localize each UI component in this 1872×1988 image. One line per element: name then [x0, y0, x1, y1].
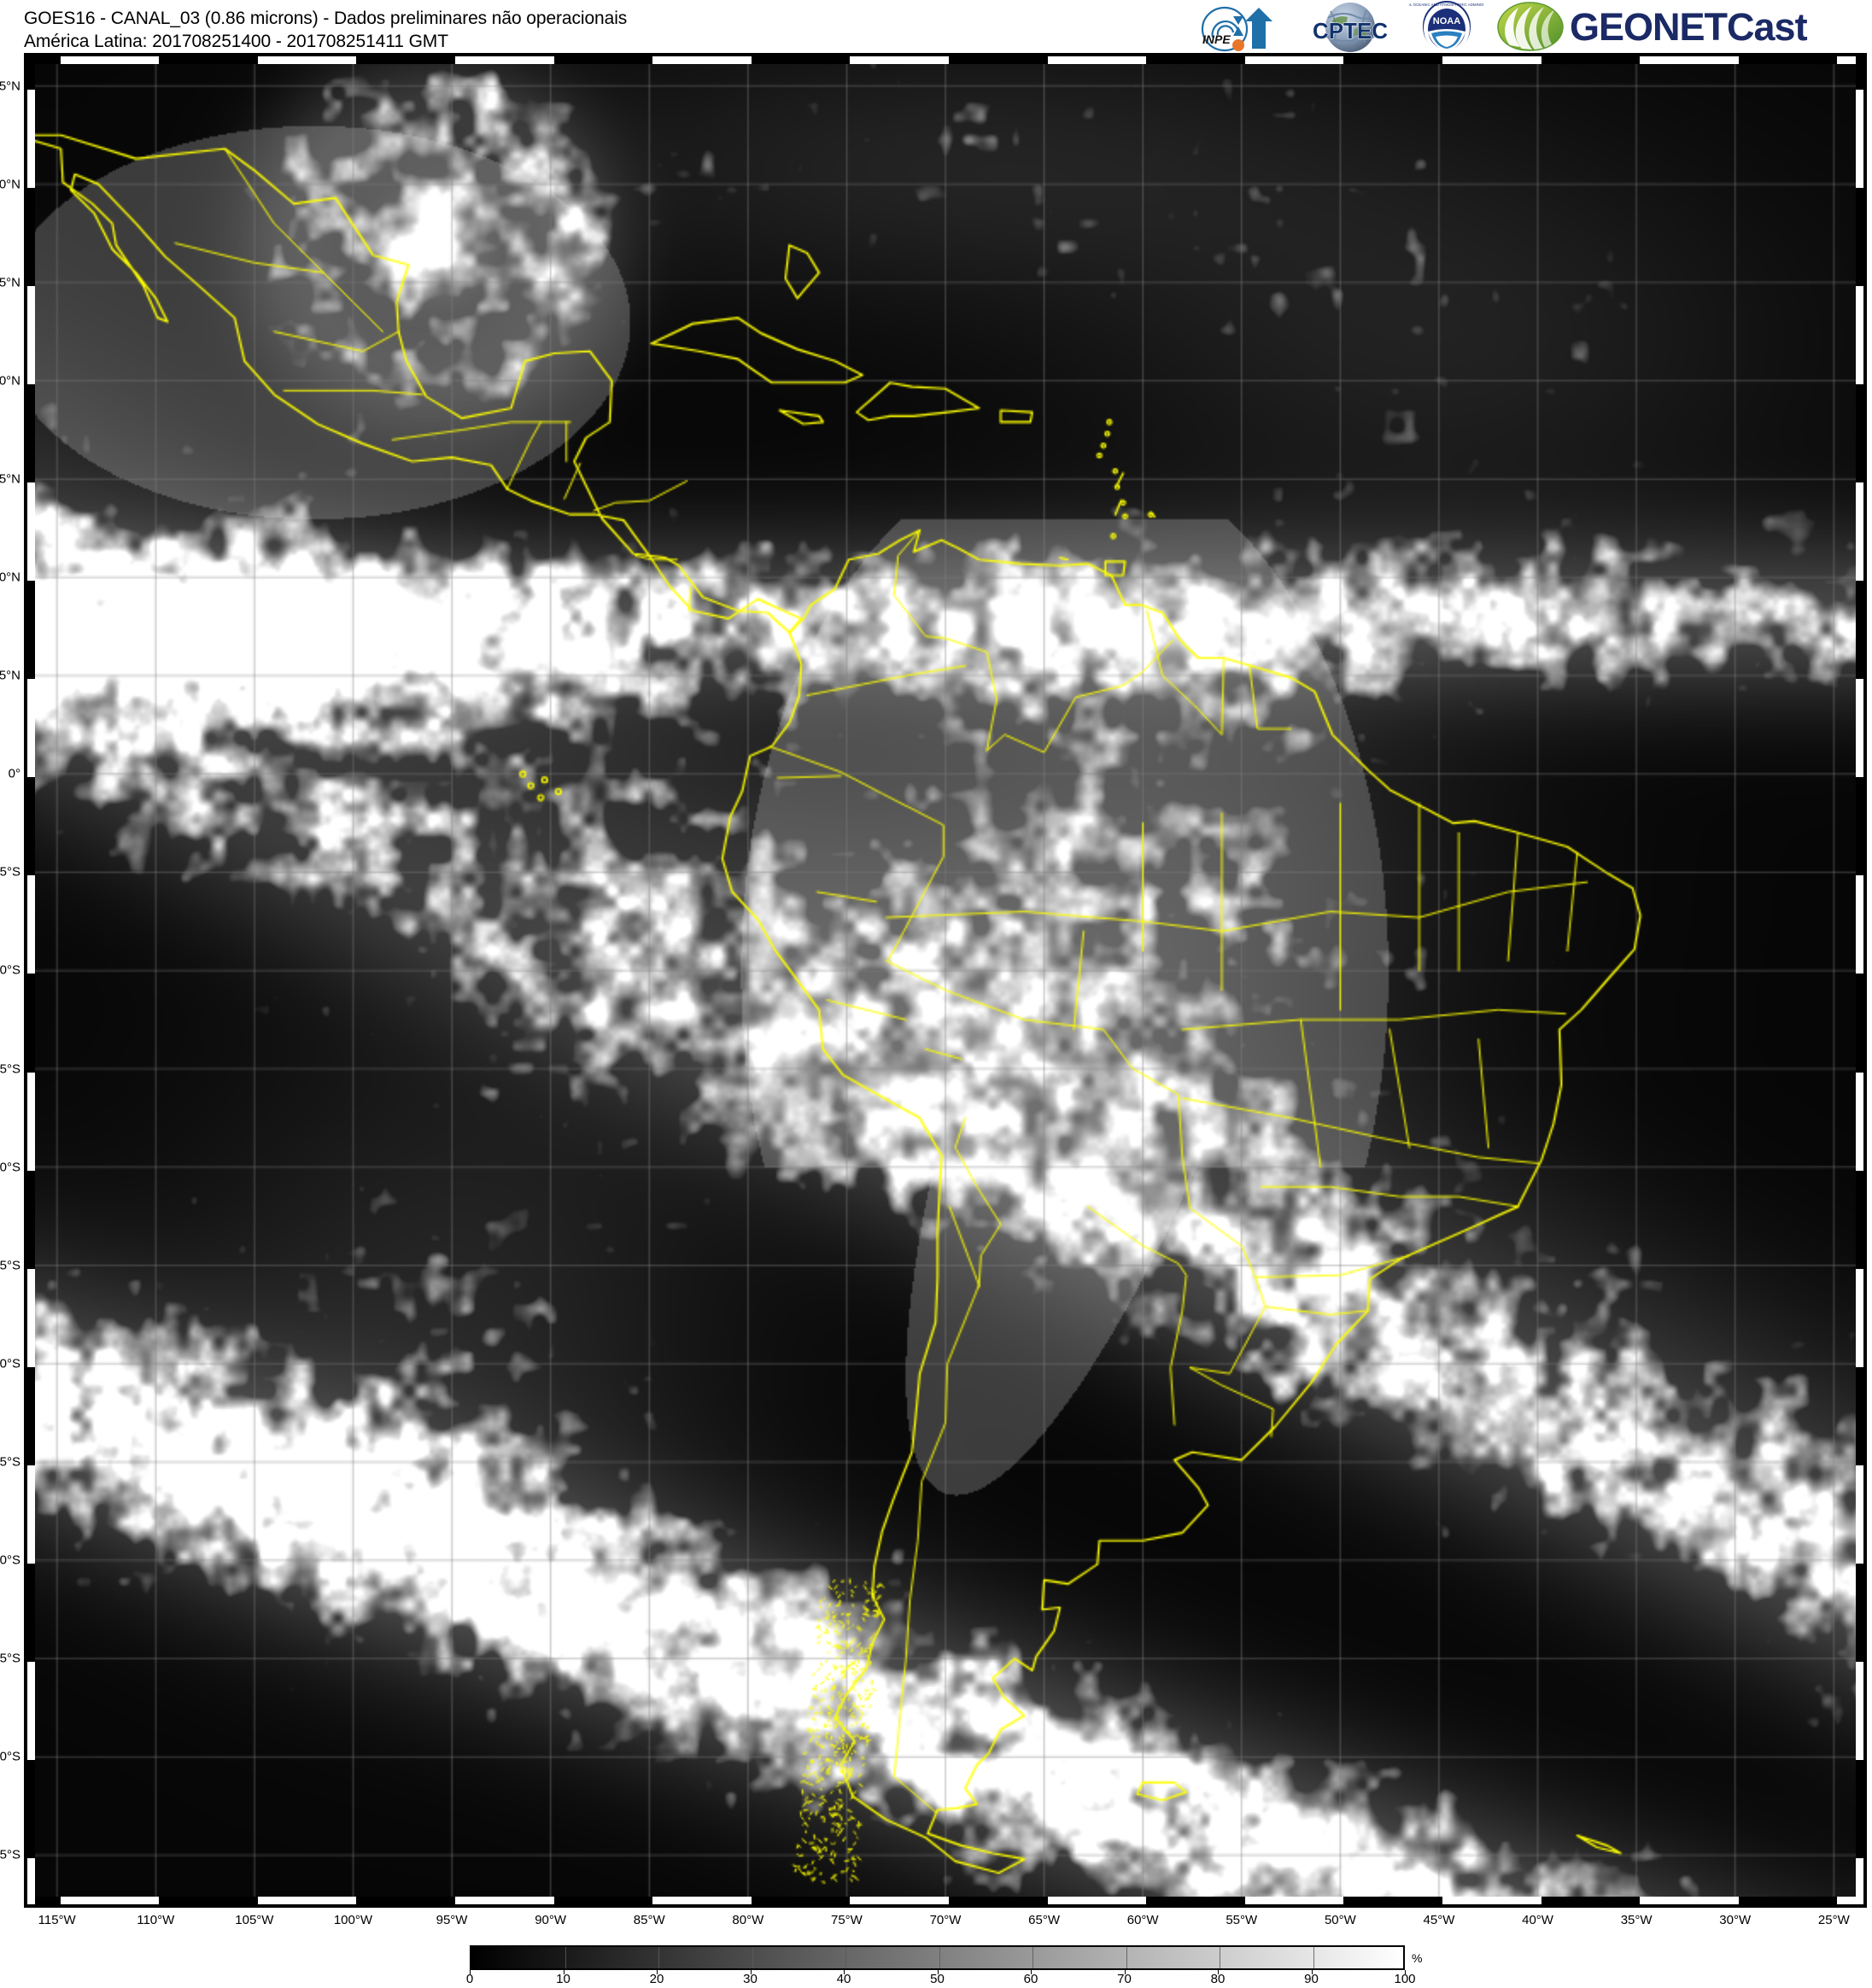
geonetcast-mark: [1497, 2, 1564, 51]
longitude-tick-label: 65°W: [1028, 1913, 1060, 1927]
colorbar-tick-mark: [1031, 1970, 1032, 1974]
colorbar-tick-mark: [1218, 1970, 1219, 1974]
colorbar-tick-mark: [470, 1970, 471, 1974]
latitude-tick-label: 50°S: [0, 1749, 20, 1764]
longitude-tick-label: 30°W: [1719, 1913, 1752, 1927]
colorbar-tick-label: 0: [465, 1972, 474, 1986]
colorbar-tick-label: 40: [836, 1972, 851, 1986]
colorbar-tick-label: 50: [930, 1972, 945, 1986]
colorbar-tick-mark: [563, 1970, 565, 1974]
longitude-tick-label: 70°W: [929, 1913, 962, 1927]
cptec-logo: CPTEC: [1300, 1, 1401, 52]
title-line-primary: GOES16 - CANAL_03 (0.86 microns) - Dados…: [24, 9, 628, 28]
colorbar-tick-mark: [937, 1970, 939, 1974]
latitude-tick-label: 10°N: [0, 570, 20, 585]
colorbar-tick-label: 20: [649, 1972, 664, 1986]
latitude-tick-label: 35°S: [0, 1454, 20, 1470]
svg-text:CPTEC: CPTEC: [1313, 18, 1388, 44]
latitude-tick-label: 15°N: [0, 471, 20, 487]
geonetcast-wordmark: GEONETCast: [1570, 4, 1808, 49]
longitude-tick-label: 80°W: [732, 1913, 764, 1927]
longitude-tick-label: 105°W: [235, 1913, 274, 1927]
latitude-tick-label: 0°: [8, 766, 20, 781]
header: GOES16 - CANAL_03 (0.86 microns) - Dados…: [0, 0, 1872, 53]
satellite-map-frame[interactable]: [24, 53, 1867, 1908]
svg-text:NOAA: NOAA: [1433, 16, 1460, 26]
colorbar-separator: [565, 1947, 566, 1968]
colorbar-tick-label: 70: [1117, 1972, 1132, 1986]
colorbar-tick-mark: [750, 1970, 752, 1974]
title-line-secondary: América Latina: 201708251400 - 201708251…: [24, 32, 448, 51]
longitude-tick-label: 60°W: [1126, 1913, 1159, 1927]
satellite-image[interactable]: [27, 56, 1863, 1904]
latitude-tick-label: 35°N: [0, 79, 20, 94]
latitude-axis: 35°N 30°N 25°N 20°N 15°N 10°N 5°N 0° 5°S 10°S 15°S…: [0, 53, 24, 1908]
longitude-tick-label: 110°W: [137, 1913, 175, 1927]
latitude-tick-label: 30°N: [0, 177, 20, 192]
colorbar-tick-label: 100: [1394, 1972, 1416, 1986]
colorbar-tick-label: 10: [556, 1972, 570, 1986]
inpe-logo: INPE: [1190, 1, 1291, 52]
colorbar-tick-label: 90: [1304, 1972, 1319, 1986]
colorbar-separator: [1313, 1947, 1314, 1968]
colorbar-separator: [658, 1947, 659, 1968]
longitude-tick-label: 90°W: [535, 1913, 567, 1927]
latitude-tick-label: 40°S: [0, 1552, 20, 1568]
latitude-tick-label: 10°S: [0, 962, 20, 978]
colorbar-separator: [939, 1947, 940, 1968]
colorbar-tick-label: 30: [743, 1972, 758, 1986]
colorbar-tick-mark: [844, 1970, 845, 1974]
colorbar-tick-mark: [1311, 1970, 1313, 1974]
longitude-tick-label: 25°W: [1817, 1913, 1850, 1927]
colorbar-tick-label: 60: [1023, 1972, 1038, 1986]
page-title: GOES16 - CANAL_03 (0.86 microns) - Dados…: [24, 7, 627, 53]
longitude-tick-label: 40°W: [1522, 1913, 1553, 1927]
longitude-tick-label: 35°W: [1620, 1913, 1653, 1927]
longitude-tick-label: 55°W: [1226, 1913, 1258, 1927]
svg-text:NATIONAL OCEANIC AND ATMOSPHER: NATIONAL OCEANIC AND ATMOSPHERIC ADMINIS…: [1409, 3, 1484, 7]
longitude-tick-label: 50°W: [1324, 1913, 1356, 1927]
longitude-tick-label: 75°W: [830, 1913, 863, 1927]
longitude-tick-label: 115°W: [38, 1913, 76, 1927]
longitude-axis: 115°W 110°W 105°W 100°W 95°W 90°W 85°W 80°W 75°W…: [24, 1911, 1867, 1932]
latitude-tick-label: 25°S: [0, 1258, 20, 1273]
colorbar-tick-mark: [1124, 1970, 1126, 1974]
colorbar-separator: [1126, 1947, 1127, 1968]
latitude-tick-label: 5°N: [0, 668, 20, 683]
latitude-tick-label: 20°N: [0, 373, 20, 389]
colorbar-legend: % 0 10 20 30 40 50 60 70 80 90 100: [466, 1945, 1422, 1986]
geonetcast-logo: GEONETCast: [1493, 1, 1869, 52]
latitude-tick-label: 55°S: [0, 1847, 20, 1862]
colorbar-tick-label: 80: [1210, 1972, 1226, 1986]
colorbar-unit-label: %: [1412, 1951, 1423, 1965]
colorbar-tick-mark: [1405, 1970, 1406, 1974]
latitude-tick-label: 45°S: [0, 1651, 20, 1666]
colorbar-tick-mark: [657, 1970, 658, 1974]
longitude-tick-label: 45°W: [1423, 1913, 1455, 1927]
noaa-logo: NOAA NATIONAL OCEANIC AND ATMOSPHERIC AD…: [1394, 1, 1500, 53]
svg-text:INPE: INPE: [1202, 32, 1231, 46]
latitude-tick-label: 25°N: [0, 275, 20, 290]
colorbar-separator: [752, 1947, 753, 1968]
colorbar-gradient: [470, 1945, 1405, 1970]
latitude-tick-label: 30°S: [0, 1356, 20, 1371]
longitude-tick-label: 95°W: [436, 1913, 468, 1927]
latitude-tick-label: 5°S: [0, 864, 20, 880]
longitude-tick-label: 100°W: [333, 1913, 373, 1927]
logo-strip: INPE CPTEC: [1190, 0, 1869, 53]
latitude-tick-label: 15°S: [0, 1061, 20, 1077]
latitude-tick-label: 20°S: [0, 1160, 20, 1175]
longitude-tick-label: 85°W: [633, 1913, 665, 1927]
colorbar-separator: [845, 1947, 846, 1968]
